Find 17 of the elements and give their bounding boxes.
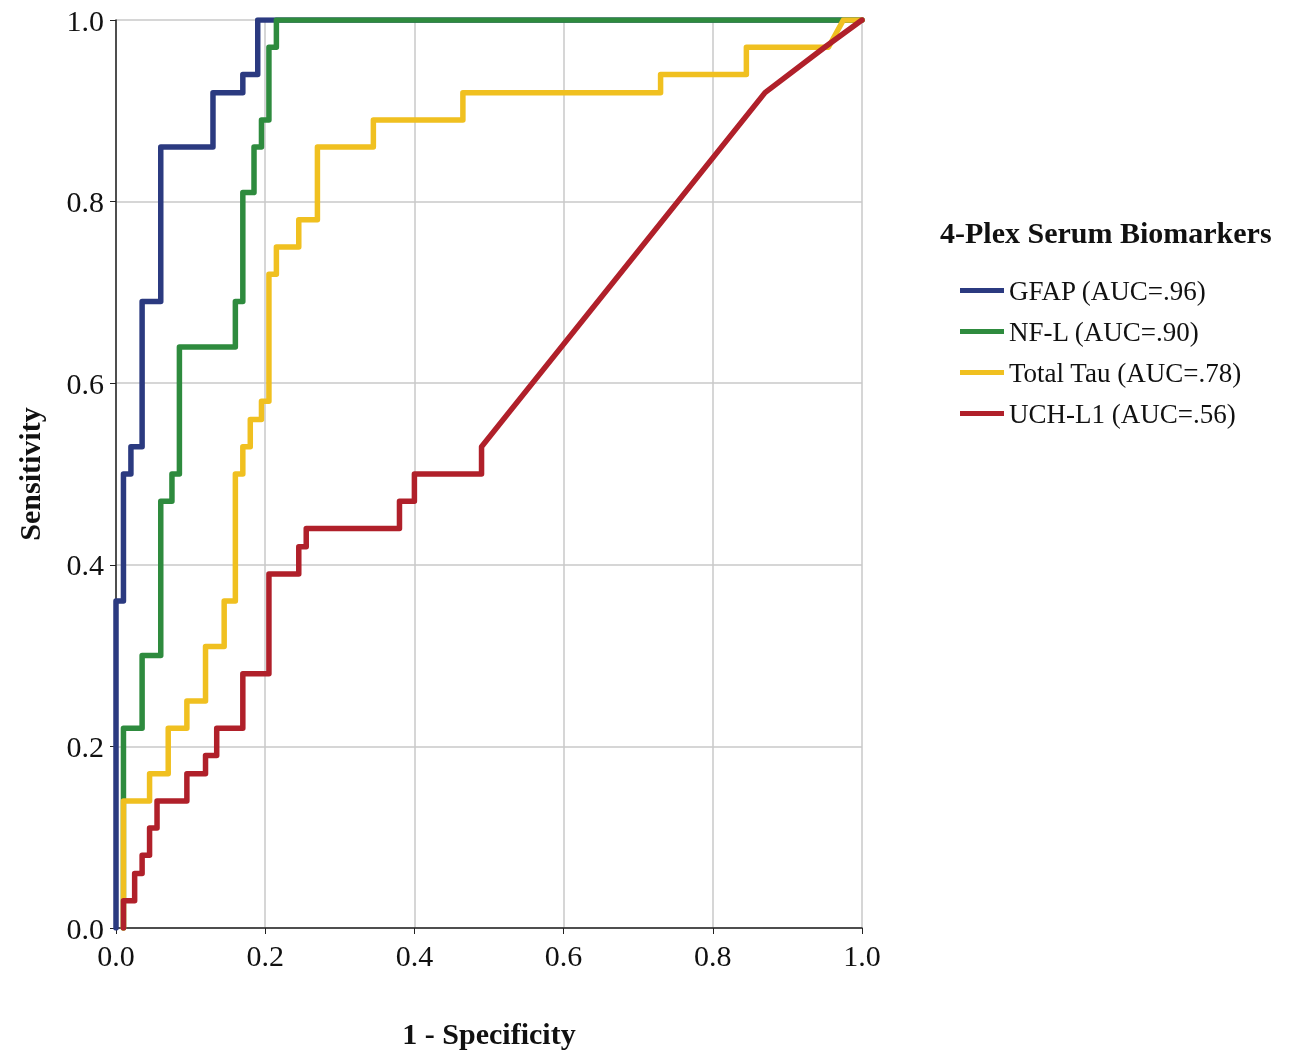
y-tick-label: 0.6: [66, 366, 104, 400]
legend-label: UCH-L1 (AUC=.56): [1009, 398, 1236, 429]
legend-label: NF-L (AUC=.90): [1009, 316, 1199, 347]
x-tick-label: 0.8: [694, 938, 732, 972]
y-axis-title: Sensitivity: [12, 407, 46, 541]
x-tick-label: 0.2: [246, 938, 284, 972]
x-tick-label: 0.4: [395, 938, 434, 972]
y-tick-label: 0.8: [66, 185, 104, 219]
x-tick-label: 1.0: [843, 938, 881, 972]
legend-title: 4-Plex Serum Biomarkers: [940, 215, 1272, 249]
legend-label: GFAP (AUC=.96): [1009, 275, 1206, 306]
x-axis-title: 1 - Specificity: [402, 1016, 576, 1050]
legend-label: Total Tau (AUC=.78): [1009, 357, 1242, 388]
y-tick-label: 0.4: [66, 548, 104, 582]
x-tick-label: 0.6: [544, 938, 583, 972]
y-tick-label: 1.0: [66, 3, 104, 37]
y-tick-label: 0.2: [66, 729, 104, 763]
